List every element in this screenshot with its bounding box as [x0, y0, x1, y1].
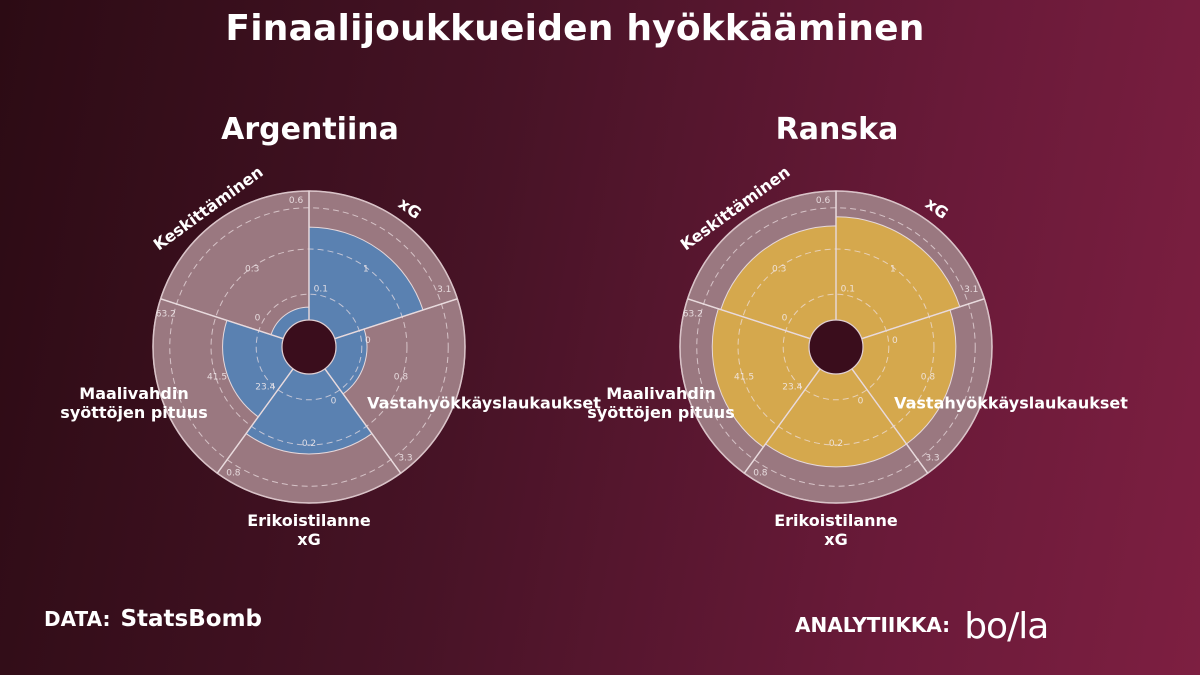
bola-logo: bo/la: [964, 606, 1049, 647]
ring-value-label: 23.4: [255, 383, 275, 393]
ring-value-label: 0: [782, 313, 788, 323]
ring-value-label: 3.1: [964, 285, 978, 295]
ring-value-label: 0.2: [302, 439, 316, 449]
spoke-line: [324, 368, 402, 474]
ring-value-label: 0: [331, 396, 337, 406]
ring-value-label: 0.1: [314, 284, 328, 294]
team-title-argentina: Argentiina: [221, 112, 399, 147]
ring-value-label: 0: [858, 396, 864, 406]
grid-ring: [255, 293, 363, 401]
svg-text:xG: xG: [297, 530, 320, 549]
analytics-credit: ANALYTIIKKA: bo/la: [795, 606, 1049, 647]
spoke-line: [851, 368, 929, 474]
ring-value-label: 41.5: [207, 372, 227, 382]
ring-value-label: 3.1: [437, 285, 451, 295]
svg-text:Vastahyökkäyslaukaukset: Vastahyökkäyslaukaukset: [894, 393, 1128, 412]
ring-value-label: 0.6: [816, 196, 831, 206]
svg-text:Erikoistilanne: Erikoistilanne: [774, 511, 898, 530]
svg-text:syöttöjen pituus: syöttöjen pituus: [60, 403, 207, 422]
ring-value-label: 0.8: [226, 469, 241, 479]
ring-value-label: 1: [890, 264, 896, 274]
ring-value-label: 0.1: [841, 284, 855, 294]
svg-text:Maalivahdin: Maalivahdin: [606, 384, 715, 403]
ring-value-label: 0: [892, 336, 898, 346]
ring-value-label: 41.5: [734, 372, 754, 382]
ring-value-label: 0.3: [245, 264, 259, 274]
category-label: Vastahyökkäyslaukaukset: [894, 393, 1128, 412]
category-label: Vastahyökkäyslaukaukset: [367, 393, 601, 412]
ring-value-label: 23.4: [782, 383, 802, 393]
spoke-line: [743, 368, 821, 474]
center-hole: [808, 319, 864, 375]
ring-value-label: 3.3: [925, 453, 939, 463]
spoke-line: [216, 368, 294, 474]
svg-text:Maalivahdin: Maalivahdin: [79, 384, 188, 403]
ring-value-label: 0: [365, 336, 371, 346]
data-source-name: StatsBomb: [120, 606, 262, 632]
ring-value-label: 0.2: [829, 439, 843, 449]
data-source-credit: DATA: StatsBomb: [44, 606, 262, 632]
ring-value-label: 0.3: [772, 264, 786, 274]
team-title-france: Ranska: [775, 112, 899, 147]
spoke-line: [334, 298, 458, 340]
spoke-line: [160, 298, 284, 340]
svg-text:Erikoistilanne: Erikoistilanne: [247, 511, 371, 530]
page-title: Finaalijoukkueiden hyökkääminen: [225, 8, 925, 49]
ring-value-label: 1: [363, 264, 369, 274]
ring-value-label: 0: [255, 313, 261, 323]
spoke-line: [687, 298, 811, 340]
ring-value-label: 0.8: [753, 469, 768, 479]
ring-value-label: 63.2: [683, 310, 703, 320]
svg-text:Vastahyökkäyslaukaukset: Vastahyökkäyslaukaukset: [367, 393, 601, 412]
ring-value-label: 0.8: [394, 372, 409, 382]
svg-text:xG: xG: [922, 194, 952, 223]
svg-text:xG: xG: [824, 530, 847, 549]
grid-ring: [782, 293, 890, 401]
ring-value-label: 63.2: [156, 310, 176, 320]
category-label: xG: [922, 194, 952, 223]
data-label: DATA:: [44, 607, 111, 631]
spoke-line: [861, 298, 985, 340]
center-hole: [281, 319, 337, 375]
svg-text:syöttöjen pituus: syöttöjen pituus: [587, 403, 734, 422]
ring-value-label: 0.6: [289, 196, 304, 206]
analytics-label: ANALYTIIKKA:: [795, 613, 951, 637]
ring-value-label: 3.3: [398, 453, 412, 463]
ring-value-label: 0.8: [921, 372, 936, 382]
